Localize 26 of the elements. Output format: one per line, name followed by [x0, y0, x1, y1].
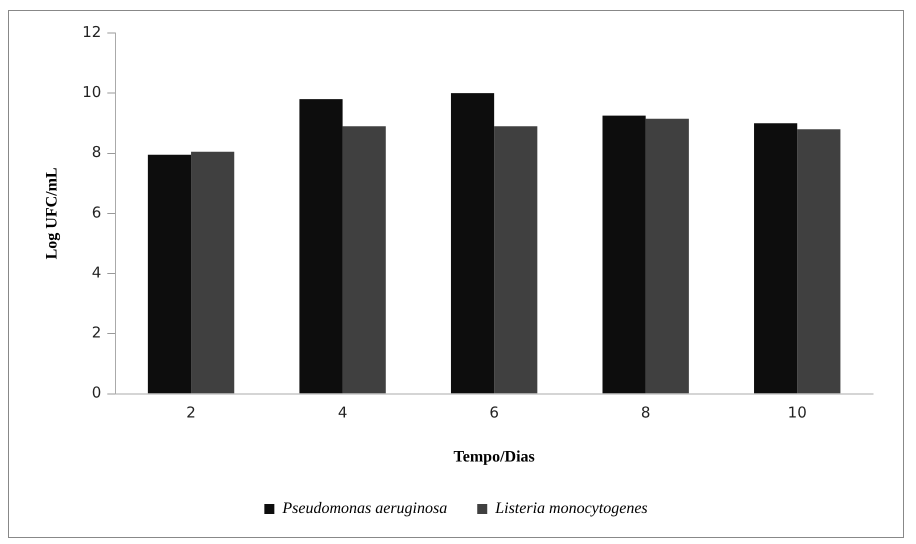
y-tick-label: 4: [92, 263, 102, 282]
x-tick-label: 6: [489, 404, 499, 422]
x-tick-label: 4: [338, 404, 348, 422]
y-tick-label: 10: [82, 83, 102, 102]
y-tick-label: 12: [82, 22, 102, 41]
bar: [148, 154, 192, 394]
bar: [797, 129, 840, 394]
x-tick-label: 2: [186, 404, 196, 422]
x-tick-label: 8: [640, 404, 650, 422]
y-tick-label: 6: [92, 203, 102, 222]
x-tick-label: 10: [788, 404, 807, 422]
bar: [602, 116, 646, 394]
bar: [299, 99, 343, 394]
bar: [646, 118, 689, 394]
bar: [450, 93, 494, 394]
x-axis-title: Tempo/Dias: [454, 448, 535, 466]
legend-label: Pseudomonas aeruginosa: [281, 500, 448, 518]
y-tick-label: 0: [92, 384, 102, 402]
legend-label: Listeria monocytogenes: [494, 500, 648, 518]
y-tick-label: 2: [92, 324, 102, 342]
bar: [754, 123, 798, 394]
bar: [191, 152, 234, 394]
y-axis-title: Log UFC/mL: [44, 167, 61, 260]
bar: [342, 126, 386, 394]
bar: [494, 126, 538, 394]
y-tick-label: 8: [92, 143, 102, 162]
